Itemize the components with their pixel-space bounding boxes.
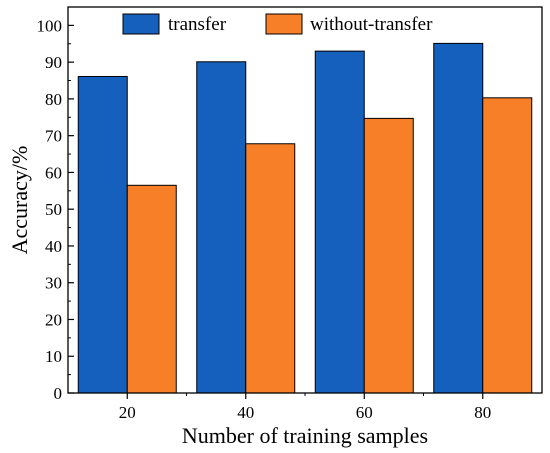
y-tick-label: 20 (45, 310, 62, 329)
x-tick-label: 60 (356, 403, 373, 422)
y-tick-label: 0 (54, 384, 63, 403)
bar-without-transfer-60 (363, 117, 414, 394)
x-tick-label: 20 (119, 403, 136, 422)
x-axis: 20 40 60 80 (119, 393, 491, 422)
y-tick-label: 90 (45, 53, 62, 72)
bar-without-transfer-80 (482, 97, 533, 394)
y-tick-label: 80 (45, 90, 62, 109)
y-tick-label: 60 (45, 163, 62, 182)
bar-without-transfer-40 (245, 143, 296, 394)
legend-swatch-without-transfer (265, 13, 303, 35)
legend-label-without-transfer: without-transfer (310, 14, 433, 35)
legend-swatch-transfer (122, 13, 160, 35)
x-tick-label: 40 (237, 403, 254, 422)
y-tick-label: 50 (45, 200, 62, 219)
y-tick-label: 100 (37, 16, 63, 35)
x-tick-label: 80 (474, 403, 491, 422)
legend-label-transfer: transfer (168, 14, 227, 35)
y-axis-title: Accuracy/% (7, 146, 32, 255)
bar-without-transfer-20 (126, 184, 177, 394)
bar-transfer-40 (196, 61, 247, 394)
y-tick-label: 40 (45, 237, 62, 256)
bar-transfer-20 (77, 75, 128, 394)
y-axis: 0 10 20 30 40 50 60 70 80 90 100 (37, 16, 74, 403)
y-tick-label: 10 (45, 347, 62, 366)
y-tick-label: 30 (45, 274, 62, 293)
bar-transfer-80 (433, 42, 484, 394)
y-tick-label: 70 (45, 127, 62, 146)
bar-transfer-60 (314, 50, 365, 394)
x-axis-title: Number of training samples (182, 423, 428, 448)
bars-layer (77, 42, 533, 394)
legend: transfer without-transfer (122, 13, 433, 35)
